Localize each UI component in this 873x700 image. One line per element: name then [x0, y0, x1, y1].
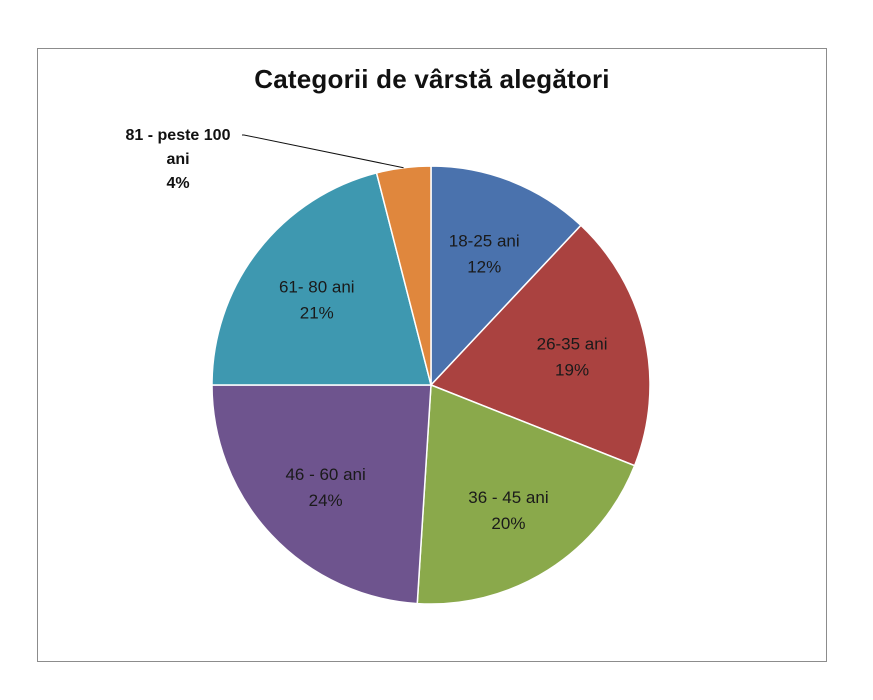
slice-label-81-peste-100-ani-cont: ani: [166, 151, 189, 168]
pie-slice-81-peste-100-ani: [375, 165, 432, 386]
pie-slice-26-35-ani: [429, 224, 651, 467]
slice-value-36-45-ani: 20%: [491, 514, 525, 533]
slice-label-61-80-ani: 61- 80 ani: [279, 277, 355, 296]
pie-slice-36-45-ani: [416, 383, 636, 605]
slice-value-18-25-ani: 12%: [467, 258, 501, 277]
slice-label-26-35-ani: 26-35 ani: [537, 334, 608, 353]
chart-title: Categorii de vârstă alegători: [254, 64, 610, 94]
leader-line-81-peste-100-ani: [242, 134, 404, 169]
slice-label-46-60-ani: 46 - 60 ani: [285, 465, 365, 484]
slice-value-61-80-ani: 21%: [300, 303, 334, 322]
slice-label-18-25-ani: 18-25 ani: [449, 232, 520, 251]
slice-label-81-peste-100-ani: 81 - peste 100: [126, 127, 231, 144]
slice-label-36-45-ani: 36 - 45 ani: [468, 488, 548, 507]
slice-value-81-peste-100-ani: 4%: [166, 175, 189, 192]
pie-slice-61-80-ani: [211, 171, 432, 386]
pie-slice-18-25-ani: [430, 165, 582, 387]
slice-value-26-35-ani: 19%: [555, 360, 589, 379]
slice-value-46-60-ani: 24%: [309, 491, 343, 510]
pie-slice-46-60-ani: [211, 384, 432, 605]
